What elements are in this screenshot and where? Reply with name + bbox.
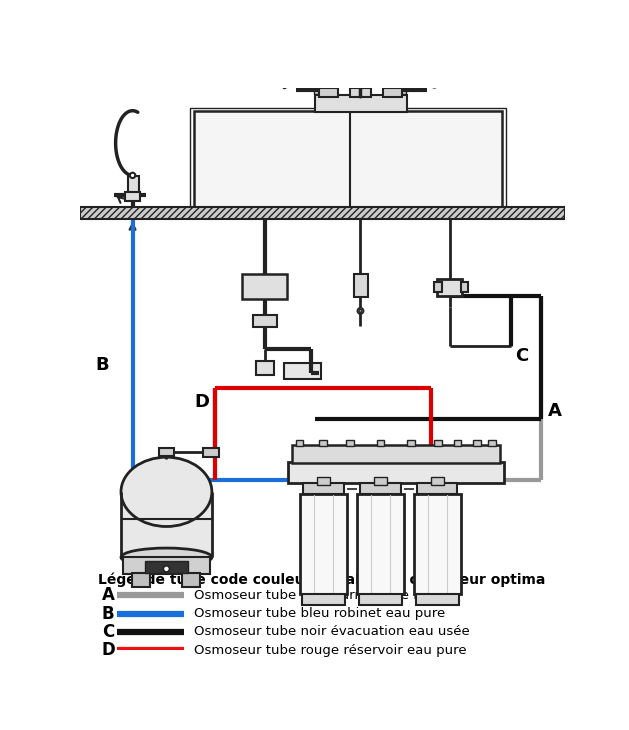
Text: B: B xyxy=(96,356,109,374)
Bar xyxy=(383,88,402,97)
Bar xyxy=(418,483,457,494)
Bar xyxy=(81,207,565,219)
Circle shape xyxy=(130,173,135,178)
Bar xyxy=(194,111,502,208)
Bar xyxy=(488,440,496,447)
Bar xyxy=(288,462,504,483)
Bar xyxy=(132,573,150,587)
Text: A: A xyxy=(548,402,562,420)
Circle shape xyxy=(164,566,170,572)
Circle shape xyxy=(431,82,438,88)
Bar xyxy=(182,573,200,587)
Text: D: D xyxy=(194,393,209,411)
Text: Légende tube code couleur installation osmoseur optima: Légende tube code couleur installation o… xyxy=(98,573,546,587)
Bar xyxy=(256,361,274,374)
Text: Osmoseur tube rouge réservoir eau pure: Osmoseur tube rouge réservoir eau pure xyxy=(194,644,467,657)
Bar xyxy=(398,86,406,93)
Bar xyxy=(408,440,415,447)
Bar xyxy=(315,96,408,112)
Bar xyxy=(123,557,210,575)
Bar xyxy=(460,283,468,292)
Text: Osmoseur tube bleu robinet eau pure: Osmoseur tube bleu robinet eau pure xyxy=(194,607,445,620)
Bar xyxy=(318,477,330,485)
Ellipse shape xyxy=(121,457,212,526)
Bar xyxy=(242,274,287,299)
Bar xyxy=(159,448,174,456)
Bar xyxy=(284,364,321,379)
Bar xyxy=(253,315,277,327)
Bar xyxy=(125,191,140,201)
Bar xyxy=(203,448,219,457)
Bar xyxy=(128,176,139,193)
Bar xyxy=(435,440,442,447)
Bar xyxy=(415,494,460,594)
Bar xyxy=(473,440,481,447)
Text: C: C xyxy=(102,623,114,641)
Bar xyxy=(346,440,353,447)
Bar xyxy=(313,86,321,93)
Bar xyxy=(438,279,462,296)
Bar xyxy=(435,283,442,292)
Bar xyxy=(191,108,506,208)
Text: C: C xyxy=(515,347,528,364)
Bar xyxy=(302,594,345,605)
Circle shape xyxy=(357,308,364,314)
Bar xyxy=(359,594,402,605)
Bar xyxy=(292,445,500,464)
Bar xyxy=(319,88,338,97)
Text: A: A xyxy=(102,586,114,604)
Bar xyxy=(304,483,343,494)
Bar xyxy=(374,477,387,485)
Bar xyxy=(454,440,461,447)
Bar xyxy=(296,440,304,447)
Bar xyxy=(301,494,347,594)
Bar xyxy=(431,477,443,485)
Text: B: B xyxy=(102,604,114,623)
Bar xyxy=(121,492,212,557)
Bar xyxy=(360,483,401,494)
Bar xyxy=(319,440,326,447)
Bar xyxy=(350,88,371,97)
Circle shape xyxy=(359,310,362,312)
Bar xyxy=(145,561,188,574)
Bar xyxy=(416,594,459,605)
Bar xyxy=(377,440,384,447)
Text: Osmoseur tube noir évacuation eau usée: Osmoseur tube noir évacuation eau usée xyxy=(194,626,470,639)
Text: D: D xyxy=(102,642,116,659)
Text: Osmoseur tube blanc arrivée de l’eau: Osmoseur tube blanc arrivée de l’eau xyxy=(194,588,446,602)
Bar xyxy=(357,494,404,594)
Bar xyxy=(354,274,368,297)
Ellipse shape xyxy=(121,548,212,566)
